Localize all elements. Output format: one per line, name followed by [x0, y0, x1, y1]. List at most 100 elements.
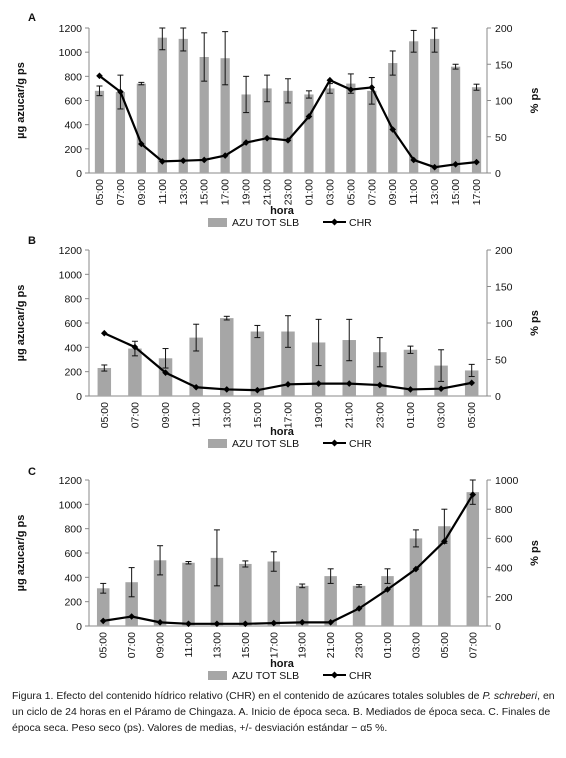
x-tick-label: 11:00	[408, 179, 420, 205]
line-point	[368, 84, 376, 91]
line-point	[156, 619, 164, 626]
bar	[178, 38, 188, 173]
y-tick-label-left: 200	[64, 597, 82, 609]
x-tick-label: 23:00	[374, 402, 386, 428]
y-axis-title-left: µg azucar/g ps	[15, 285, 27, 362]
x-tick-label: 05:00	[466, 402, 478, 428]
bar	[367, 90, 377, 173]
bar	[210, 557, 224, 626]
line-point	[347, 86, 355, 93]
x-tick-label: 13:00	[211, 632, 223, 658]
caption-prefix: Figura 1. Efecto del contenido hídrico r…	[12, 690, 483, 702]
line-point	[138, 140, 145, 148]
y-tick-label-left: 400	[64, 120, 82, 132]
x-tick-label: 03:00	[410, 632, 422, 658]
legend-label-line: CHR	[349, 438, 372, 450]
bar	[342, 340, 356, 396]
x-tick-label: 13:00	[221, 402, 233, 428]
x-tick-label: 19:00	[313, 402, 325, 428]
y-axis-title-right: % ps	[529, 310, 541, 336]
chart-panel-c: C 0 200 400 600 800 1000 1200 0 200 400 600 800 1000 µ…	[15, 466, 541, 682]
x-tick-label: 11:00	[191, 402, 203, 428]
y-tick-label-left: 800	[64, 71, 82, 83]
x-tick-label: 15:00	[450, 179, 462, 205]
x-tick-label: 05:00	[99, 402, 111, 428]
figure-caption: Figura 1. Efecto del contenido hídrico r…	[12, 688, 556, 736]
legend-swatch-bar	[208, 671, 227, 680]
x-tick-label: 07:00	[115, 179, 127, 205]
bar	[304, 94, 314, 173]
y-tick-label-right: 1000	[495, 475, 519, 487]
bar	[94, 90, 105, 173]
y-tick-label-left: 400	[64, 572, 82, 584]
x-tick-label: 17:00	[471, 179, 483, 205]
y-tick-label-right: 200	[495, 592, 513, 604]
bar	[220, 58, 230, 174]
y-tick-label-right: 200	[495, 245, 513, 257]
y-tick-label-right: 50	[495, 355, 507, 367]
y-tick-label-right: 100	[495, 318, 513, 330]
line-point	[469, 491, 477, 498]
y-tick-label-left: 200	[64, 144, 82, 156]
line-point	[441, 538, 448, 545]
panel-label: B	[28, 235, 36, 247]
y-axis-title-left: µg azucar/g ps	[15, 62, 27, 139]
y-tick-label-right: 400	[495, 563, 513, 575]
legend-swatch-marker	[331, 671, 338, 679]
line-point	[412, 565, 420, 573]
legend-swatch-bar	[208, 439, 227, 448]
y-tick-label-right: 50	[495, 132, 507, 144]
x-tick-label: 19:00	[241, 179, 253, 205]
line-point	[117, 88, 124, 96]
series-line-chr	[103, 494, 474, 625]
y-axis-title-right: % ps	[529, 88, 541, 114]
line-point	[298, 619, 306, 626]
x-tick-label: 11:00	[157, 179, 169, 205]
bar	[96, 588, 110, 626]
bar	[182, 562, 195, 626]
line-point	[200, 156, 208, 164]
x-tick-label: 09:00	[160, 402, 172, 428]
y-tick-label-left: 1200	[59, 23, 83, 35]
bar	[157, 37, 167, 173]
bar	[438, 526, 451, 626]
bar	[283, 90, 293, 173]
line-point	[284, 381, 292, 388]
x-tick-label: 03:00	[436, 402, 448, 428]
y-tick-label-left: 600	[64, 96, 82, 108]
legend-label-line: CHR	[349, 217, 372, 229]
line-point	[263, 134, 271, 142]
x-tick-label: 01:00	[405, 402, 417, 428]
bar	[430, 38, 440, 173]
x-tick-label: 09:00	[387, 179, 399, 205]
line-point	[185, 620, 192, 628]
bar	[388, 63, 398, 173]
x-axis-title: hora	[270, 426, 295, 438]
x-tick-label: 07:00	[129, 402, 141, 428]
line-point	[254, 386, 261, 394]
line-point	[101, 329, 108, 337]
line-point	[192, 383, 200, 391]
line-point	[128, 613, 135, 620]
x-tick-label: 09:00	[136, 179, 148, 205]
line-point	[376, 381, 384, 389]
bar	[220, 318, 234, 396]
line-point	[96, 72, 103, 80]
y-tick-label-left: 600	[64, 318, 82, 330]
legend-label-bar: AZU TOT SLB	[232, 438, 299, 450]
bar	[158, 358, 173, 396]
x-tick-label: 15:00	[240, 632, 252, 658]
bar	[128, 348, 142, 396]
bar	[267, 561, 281, 626]
x-tick-label: 03:00	[324, 179, 336, 205]
x-tick-label: 13:00	[429, 179, 441, 205]
line-point	[223, 386, 231, 393]
x-tick-label: 07:00	[126, 632, 138, 658]
line-point	[305, 113, 313, 120]
line-point	[410, 156, 417, 164]
bar	[136, 83, 146, 173]
line-point	[131, 343, 139, 351]
bar	[471, 87, 482, 173]
legend-swatch-bar	[208, 218, 227, 227]
x-tick-label: 09:00	[155, 632, 167, 658]
